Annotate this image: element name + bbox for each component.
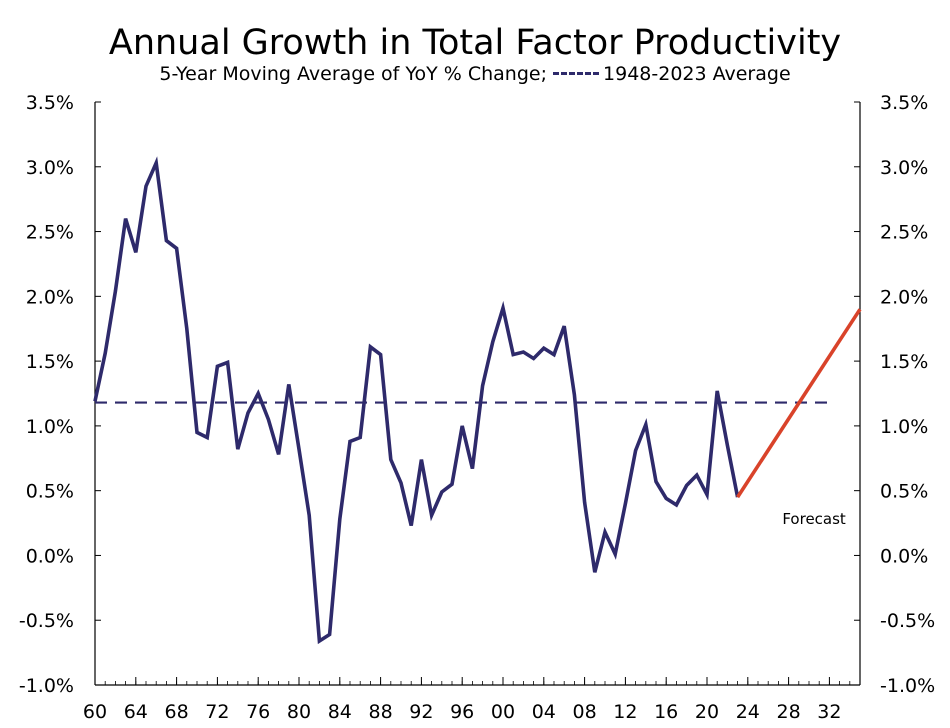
average-legend-swatch bbox=[553, 72, 600, 75]
y-tick-label-right: 2.0% bbox=[880, 286, 928, 308]
x-tick-label: 88 bbox=[369, 701, 393, 723]
chart-series bbox=[93, 156, 862, 645]
x-tick-label: 84 bbox=[328, 701, 352, 723]
y-tick-label-left: 1.0% bbox=[26, 416, 74, 438]
y-tick-label-left: 2.0% bbox=[26, 286, 74, 308]
x-tick-label: 20 bbox=[695, 701, 719, 723]
y-tick-label-right: 1.5% bbox=[880, 351, 928, 373]
forecast-annotation: Forecast bbox=[782, 510, 846, 528]
y-tick-label-left: 0.0% bbox=[26, 545, 74, 567]
x-tick-label: 60 bbox=[83, 701, 107, 723]
x-tick-label: 72 bbox=[205, 701, 229, 723]
x-tick-label: 68 bbox=[165, 701, 189, 723]
y-tick-label-right: 3.0% bbox=[880, 157, 928, 179]
y-tick-label-left: -0.5% bbox=[19, 610, 74, 632]
x-tick-label: 04 bbox=[532, 701, 556, 723]
x-tick-label: 96 bbox=[450, 701, 474, 723]
x-tick-label: 00 bbox=[491, 701, 515, 723]
subtitle-text: 5-Year Moving Average of YoY % Change; bbox=[159, 63, 548, 85]
x-tick-label: 08 bbox=[573, 701, 597, 723]
y-tick-label-right: -0.5% bbox=[880, 610, 935, 632]
x-tick-label: 24 bbox=[736, 701, 760, 723]
y-tick-label-left: 1.5% bbox=[26, 351, 74, 373]
y-tick-label-right: 0.0% bbox=[880, 545, 928, 567]
x-tick-label: 32 bbox=[817, 701, 841, 723]
x-tick-label: 92 bbox=[409, 701, 433, 723]
y-tick-label-right: 3.5% bbox=[880, 92, 928, 114]
y-tick-label-right: 2.5% bbox=[880, 222, 928, 244]
chart-title: Annual Growth in Total Factor Productivi… bbox=[108, 23, 842, 63]
y-tick-label-left: 2.5% bbox=[26, 222, 74, 244]
chart-subtitle: 5-Year Moving Average of YoY % Change; 19… bbox=[0, 62, 950, 86]
x-tick-label: 16 bbox=[654, 701, 678, 723]
y-tick-label-right: 1.0% bbox=[880, 416, 928, 438]
x-tick-label: 12 bbox=[613, 701, 637, 723]
x-tick-label: 80 bbox=[287, 701, 311, 723]
y-tick-label-right: -1.0% bbox=[880, 675, 935, 697]
average-legend-label: 1948-2023 Average bbox=[603, 63, 791, 85]
y-tick-label-left: -1.0% bbox=[19, 675, 74, 697]
forecast-series-line bbox=[736, 308, 862, 499]
x-tick-label: 64 bbox=[124, 701, 148, 723]
x-tick-label: 76 bbox=[246, 701, 270, 723]
chart-annotations: Forecast bbox=[782, 510, 846, 528]
y-tick-label-left: 3.5% bbox=[26, 92, 74, 114]
y-tick-label-left: 3.0% bbox=[26, 157, 74, 179]
history-series-line bbox=[93, 156, 740, 645]
chart-ticks: 3.5% 3.5% 3.0% 3.0% 2.5% 2.5% 2.0% 2.0% 1.5% 1.5%… bbox=[19, 92, 935, 723]
x-tick-label: 28 bbox=[777, 701, 801, 723]
y-tick-label-right: 0.5% bbox=[880, 481, 928, 503]
y-tick-label-left: 0.5% bbox=[26, 481, 74, 503]
chart-axes bbox=[94, 102, 861, 686]
